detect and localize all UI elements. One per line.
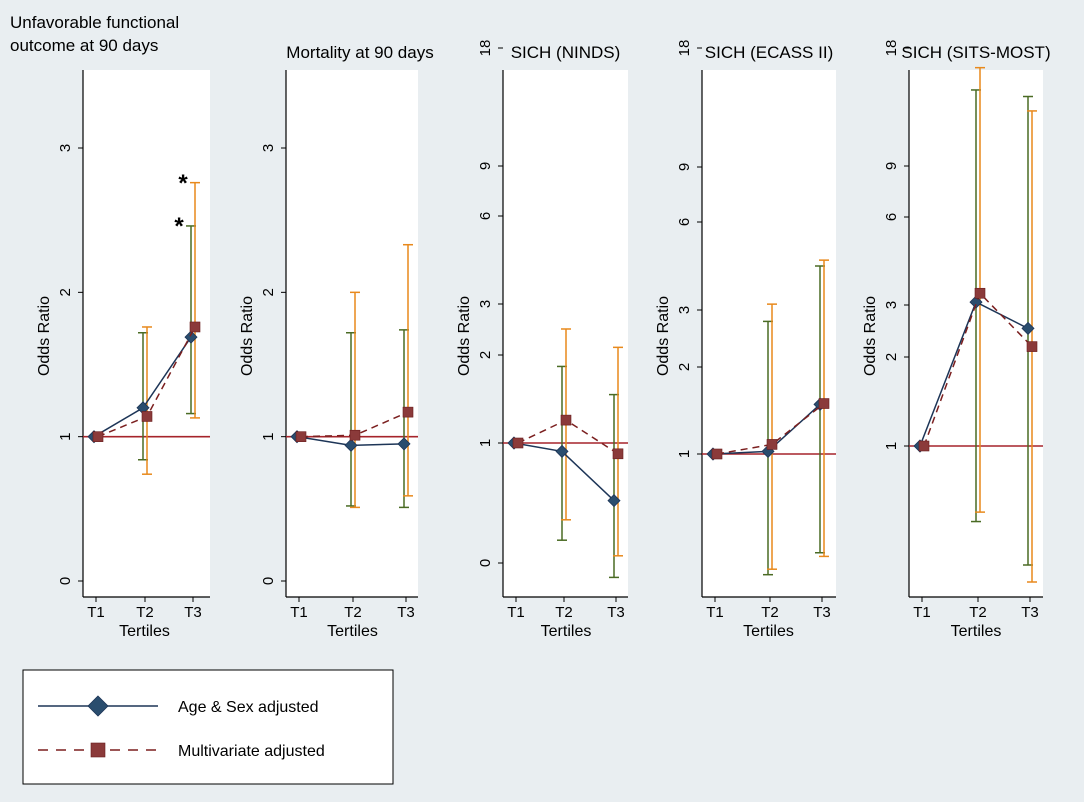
x-tick-label: T1 bbox=[507, 604, 525, 621]
y-tick-label: 2 bbox=[676, 363, 693, 371]
series-line bbox=[716, 402, 825, 455]
y-tick-label: 18 bbox=[477, 40, 494, 57]
x-tick-label: T3 bbox=[1021, 604, 1039, 621]
legend-label: Age & Sex adjusted bbox=[178, 699, 319, 716]
y-axis-label: Odds Ratio bbox=[862, 296, 879, 376]
point-marker-diamond bbox=[184, 330, 198, 344]
panel-3: SICH (NINDS) 0 1 2 3 6 9 18 Odds Ratio T1 T2 T3 Tert… bbox=[456, 40, 628, 640]
panel-2: Mortality at 90 days 0 1 2 3 Odds Ratio T1 T2 T3… bbox=[239, 43, 434, 640]
point-marker-diamond bbox=[397, 437, 411, 451]
y-tick-label: 6 bbox=[477, 212, 494, 220]
x-tick-label: T3 bbox=[607, 604, 625, 621]
panel-title: outcome at 90 days bbox=[10, 36, 158, 55]
x-tick-label: T1 bbox=[913, 604, 931, 621]
panel-5: SICH (SITS-MOST) 1 2 3 6 9 18 Odds Ratio T1 T2 T3 T… bbox=[862, 40, 1051, 640]
legend-marker-square bbox=[90, 742, 106, 758]
point-marker-square bbox=[711, 448, 723, 460]
x-tick-label: T3 bbox=[397, 604, 415, 621]
point-marker-square bbox=[92, 431, 104, 442]
panel-title: SICH (NINDS) bbox=[511, 43, 621, 62]
point-marker-square bbox=[1026, 341, 1038, 352]
x-tick-label: T2 bbox=[344, 604, 362, 621]
point-marker-square bbox=[974, 287, 986, 299]
panel-1: Unfavorable functional outcome at 90 days… bbox=[10, 13, 210, 640]
x-tick-label: T1 bbox=[87, 604, 105, 621]
y-tick-label: 0 bbox=[57, 577, 74, 585]
y-tick-label: 9 bbox=[477, 162, 494, 170]
x-tick-label: T2 bbox=[969, 604, 987, 621]
y-tick-label: 3 bbox=[676, 306, 693, 314]
y-axis-label: Odds Ratio bbox=[655, 296, 672, 376]
x-tick-label: T1 bbox=[706, 604, 724, 621]
point-marker-square bbox=[189, 321, 201, 333]
y-tick-label: 1 bbox=[477, 439, 494, 447]
point-marker-square bbox=[141, 411, 153, 422]
legend: Age & Sex adjusted Multivariate adjusted bbox=[22, 669, 394, 785]
y-tick-label: 1 bbox=[676, 450, 693, 458]
x-tick-label: T1 bbox=[290, 604, 308, 621]
significance-marker: * bbox=[178, 170, 188, 197]
legend-marker-diamond bbox=[87, 695, 109, 717]
y-tick-label: 18 bbox=[883, 40, 900, 57]
x-axis-label: Tertiles bbox=[743, 623, 794, 640]
y-tick-label: 3 bbox=[260, 144, 277, 152]
point-marker-square bbox=[295, 431, 307, 442]
y-axis-label: Odds Ratio bbox=[456, 296, 473, 376]
y-tick-label: 1 bbox=[57, 432, 74, 440]
y-tick-label: 3 bbox=[57, 144, 74, 152]
y-tick-label: 18 bbox=[676, 40, 693, 57]
y-tick-label: 6 bbox=[883, 213, 900, 221]
point-marker-square bbox=[818, 398, 830, 409]
y-tick-label: 0 bbox=[477, 559, 494, 567]
x-tick-label: T2 bbox=[136, 604, 154, 621]
panel-title: SICH (ECASS II) bbox=[705, 43, 833, 62]
y-axis-label: Odds Ratio bbox=[36, 296, 53, 376]
point-marker-square bbox=[560, 414, 572, 426]
point-marker-diamond bbox=[607, 494, 621, 508]
y-axis-label: Odds Ratio bbox=[239, 296, 256, 376]
x-axis-label: Tertiles bbox=[119, 623, 170, 640]
point-marker-diamond bbox=[344, 438, 358, 452]
point-marker-square bbox=[512, 437, 524, 449]
point-marker-square bbox=[349, 429, 361, 441]
y-tick-label: 2 bbox=[57, 288, 74, 296]
significance-marker: * bbox=[174, 213, 184, 240]
x-axis-label: Tertiles bbox=[327, 623, 378, 640]
y-tick-label: 9 bbox=[883, 162, 900, 170]
legend-label: Multivariate adjusted bbox=[178, 743, 325, 760]
y-tick-label: 0 bbox=[260, 577, 277, 585]
x-tick-label: T2 bbox=[555, 604, 573, 621]
point-marker-square bbox=[918, 440, 930, 452]
point-marker-diamond bbox=[555, 444, 569, 458]
y-tick-label: 6 bbox=[676, 218, 693, 226]
x-tick-label: T3 bbox=[813, 604, 831, 621]
y-tick-label: 2 bbox=[883, 353, 900, 361]
legend-box bbox=[22, 669, 394, 785]
x-tick-label: T2 bbox=[761, 604, 779, 621]
y-tick-label: 2 bbox=[260, 288, 277, 296]
point-marker-diamond bbox=[1021, 321, 1035, 335]
point-marker-diamond bbox=[969, 295, 983, 309]
panel-title: Unfavorable functional bbox=[10, 13, 179, 32]
x-axis-label: Tertiles bbox=[541, 623, 592, 640]
y-tick-label: 3 bbox=[477, 300, 494, 308]
x-axis-label: Tertiles bbox=[951, 623, 1002, 640]
y-tick-label: 3 bbox=[883, 301, 900, 309]
y-tick-label: 1 bbox=[260, 432, 277, 440]
point-marker-square bbox=[612, 448, 624, 460]
y-tick-label: 2 bbox=[477, 351, 494, 359]
point-marker-square bbox=[402, 406, 414, 418]
point-marker-square bbox=[766, 439, 778, 450]
plot-area bbox=[702, 70, 836, 597]
panel-title: SICH (SITS-MOST) bbox=[901, 43, 1050, 62]
panel-title: Mortality at 90 days bbox=[286, 43, 433, 62]
panel-4: SICH (ECASS II) 1 2 3 6 9 18 Odds Ratio T1 T2 T3 Te… bbox=[655, 40, 836, 640]
y-tick-label: 9 bbox=[676, 163, 693, 171]
x-tick-label: T3 bbox=[184, 604, 202, 621]
y-tick-label: 1 bbox=[883, 442, 900, 450]
